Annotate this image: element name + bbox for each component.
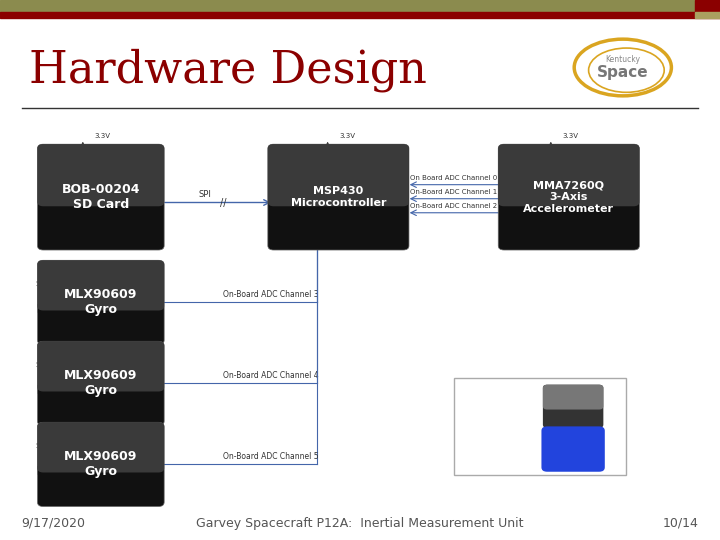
Text: Kentucky: Kentucky [606,56,640,64]
Text: MLX90609
Gyro: MLX90609 Gyro [64,369,138,397]
FancyBboxPatch shape [543,384,603,428]
Text: BOB-00204
SD Card: BOB-00204 SD Card [61,183,140,211]
Text: Custom: Custom [486,444,528,454]
Text: On-Board ADC Channel 3: On-Board ADC Channel 3 [223,290,319,299]
Bar [695,0,720,12]
Text: On-Board ADC Channel 4: On-Board ADC Channel 4 [223,371,319,380]
FancyBboxPatch shape [37,341,164,392]
FancyBboxPatch shape [541,427,605,472]
Text: ⏚: ⏚ [37,383,42,394]
Text: Hardware Design: Hardware Design [29,49,427,92]
Text: 3.3V: 3.3V [339,133,355,139]
Text: On-Board ADC Channel 1: On-Board ADC Channel 1 [410,189,498,195]
FancyBboxPatch shape [37,144,164,250]
Text: Space: Space [597,65,649,80]
FancyBboxPatch shape [37,144,164,206]
Text: SPI: SPI [199,190,212,199]
FancyBboxPatch shape [268,144,409,250]
Text: MLX90609
Gyro: MLX90609 Gyro [64,288,138,316]
FancyBboxPatch shape [37,422,164,472]
Text: 5V: 5V [35,362,44,368]
FancyBboxPatch shape [37,260,164,310]
FancyBboxPatch shape [37,341,164,426]
FancyBboxPatch shape [543,384,603,409]
FancyBboxPatch shape [37,260,164,345]
Text: 5V: 5V [35,281,44,287]
Bar [454,378,626,475]
Text: On-Board ADC Channel 5: On-Board ADC Channel 5 [223,452,319,461]
Text: MMA7260Q
3-Axis
Accelerometer: MMA7260Q 3-Axis Accelerometer [523,180,614,214]
Text: ⏚: ⏚ [37,464,42,475]
Text: 3.3V: 3.3V [94,133,110,139]
Text: On-Board ADC Channel 2: On-Board ADC Channel 2 [410,203,498,209]
Text: MLX90609
Gyro: MLX90609 Gyro [64,450,138,478]
Text: Garvey Spacecraft P12A:  Inertial Measurement Unit: Garvey Spacecraft P12A: Inertial Measure… [197,516,523,530]
Bar [0,12,720,18]
FancyBboxPatch shape [498,144,639,250]
Text: COTS: COTS [486,401,516,411]
Text: 9/17/2020: 9/17/2020 [22,516,86,530]
Bar [0,0,720,12]
Text: 3.3V: 3.3V [562,133,578,139]
Text: MSP430
Microcontroller: MSP430 Microcontroller [291,186,386,208]
FancyBboxPatch shape [37,422,164,507]
Text: On Board ADC Channel 0: On Board ADC Channel 0 [410,175,498,181]
Text: 5V: 5V [35,443,44,449]
Bar [695,12,720,18]
Text: ⏚: ⏚ [37,302,42,313]
Text: //: // [220,198,227,208]
FancyBboxPatch shape [268,144,409,206]
Text: 10/14: 10/14 [662,516,698,530]
FancyBboxPatch shape [498,144,639,206]
